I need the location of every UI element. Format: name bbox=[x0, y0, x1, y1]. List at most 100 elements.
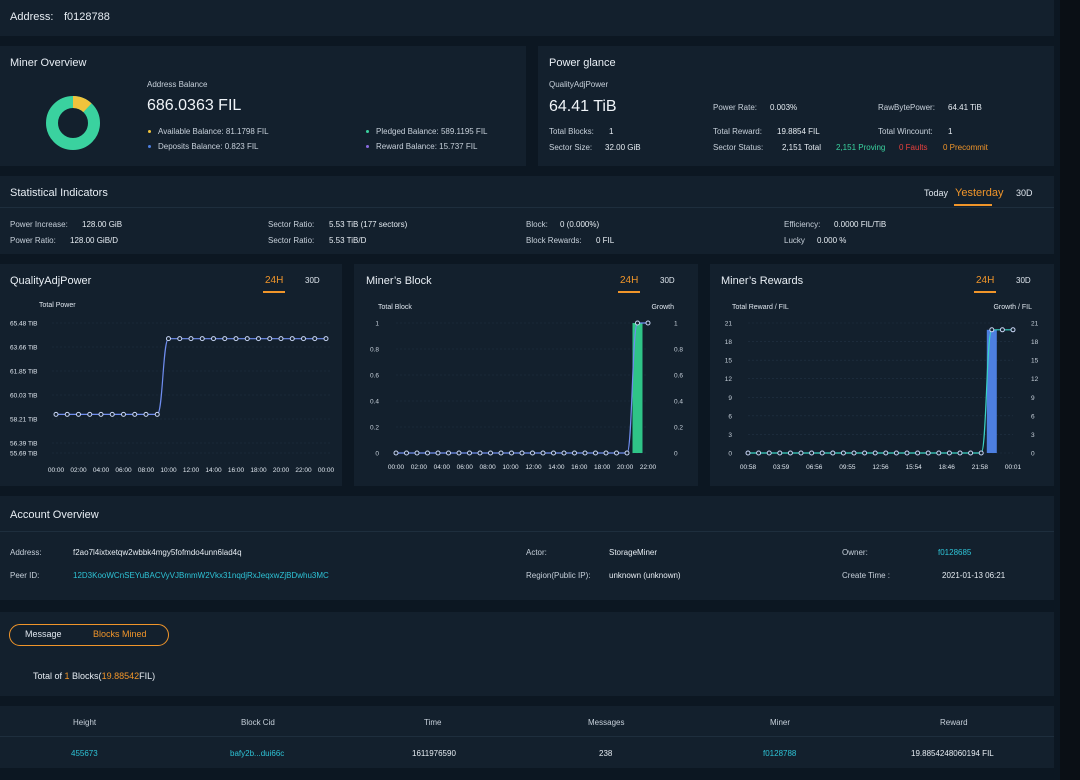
col-height: Height bbox=[73, 718, 97, 727]
data-point bbox=[393, 450, 399, 456]
data-point bbox=[819, 450, 825, 456]
address-value: f0128788 bbox=[64, 11, 110, 23]
data-point bbox=[425, 450, 430, 456]
power-increase-label: Power Increase: bbox=[10, 220, 68, 229]
tab-message[interactable]: Message bbox=[25, 629, 62, 639]
data-point bbox=[477, 450, 483, 456]
x-tick-label: 08:00 bbox=[479, 464, 496, 471]
data-point bbox=[978, 450, 984, 456]
data-point bbox=[830, 450, 836, 456]
tab-blocks-mined[interactable]: Blocks Mined bbox=[93, 629, 147, 639]
peer-id-link[interactable]: 12D3KooWCnSEYuBACVyVJBmmW2Vkx31nqdjRxJeq… bbox=[73, 571, 329, 580]
x-tick-label: 09:55 bbox=[839, 464, 856, 471]
data-point bbox=[177, 336, 183, 342]
x-tick-label: 02:00 bbox=[70, 467, 87, 474]
blocks-table: Height Block Cid Time Messages Miner Rew… bbox=[0, 706, 1054, 768]
data-point bbox=[766, 450, 772, 456]
balance-label: Address Balance bbox=[147, 80, 208, 89]
raw-power-label: RawBytePower: bbox=[878, 103, 935, 112]
data-point bbox=[404, 450, 409, 456]
data-point bbox=[244, 336, 250, 342]
block-tab-24h[interactable]: 24H bbox=[620, 275, 639, 286]
stats-title: Statistical Indicators bbox=[10, 187, 108, 199]
y-tick-label: 21 bbox=[725, 321, 733, 328]
table-divider bbox=[0, 736, 1054, 737]
col-miner: Miner bbox=[770, 718, 791, 727]
total-blocks-value: 1 bbox=[609, 127, 614, 136]
pledged-dot bbox=[366, 130, 369, 133]
y-tick-label: 0.6 bbox=[370, 373, 379, 380]
x-tick-label: 00:58 bbox=[740, 464, 757, 471]
rewards-tab-24h-underline bbox=[974, 291, 996, 293]
y2-tick-label: 12 bbox=[1031, 376, 1039, 383]
miner-overview-title: Miner Overview bbox=[10, 57, 87, 69]
x-tick-label: 10:00 bbox=[502, 464, 519, 471]
data-point bbox=[936, 450, 942, 456]
qap-label: QualityAdjPower bbox=[549, 80, 609, 89]
data-point bbox=[883, 450, 889, 456]
y2-tick-label: 3 bbox=[1031, 432, 1035, 439]
data-point bbox=[211, 336, 216, 342]
data-point bbox=[154, 411, 160, 417]
rewards-tab-30d[interactable]: 30D bbox=[1016, 276, 1031, 285]
tab-yesterday[interactable]: Yesterday bbox=[955, 187, 1004, 199]
efficiency-label: Efficiency: bbox=[784, 220, 821, 229]
raw-power-value: 64.41 TiB bbox=[948, 103, 982, 112]
wincount-label: Total Wincount: bbox=[878, 127, 933, 136]
owner-link[interactable]: f0128685 bbox=[938, 548, 972, 557]
row-block-cid-link[interactable]: bafy2b...dui66c bbox=[230, 749, 285, 758]
data-point bbox=[745, 450, 751, 456]
blocks-tab-group bbox=[9, 624, 169, 646]
y2-tick-label: 1 bbox=[674, 321, 678, 328]
y-tick-label: 65.48 TiB bbox=[10, 321, 37, 328]
y2-tick-label: 0 bbox=[674, 451, 678, 458]
data-point bbox=[456, 450, 462, 456]
total-count: 1 bbox=[64, 671, 70, 681]
data-point bbox=[787, 450, 793, 456]
data-point bbox=[143, 411, 149, 417]
y2-tick-label: 0 bbox=[1031, 451, 1035, 458]
tab-today[interactable]: Today bbox=[924, 188, 949, 198]
data-point bbox=[109, 411, 115, 417]
block-label: Block: bbox=[526, 220, 548, 229]
y-tick-label: 63.66 TiB bbox=[10, 345, 37, 352]
reward-dot bbox=[366, 145, 369, 148]
y2-tick-label: 0.8 bbox=[674, 347, 683, 354]
lucky-value: 0.000 % bbox=[817, 236, 847, 245]
qap-tab-30d[interactable]: 30D bbox=[305, 276, 320, 285]
rewards-tab-24h[interactable]: 24H bbox=[976, 275, 995, 286]
power-ratio-value: 128.00 GiB/D bbox=[70, 236, 119, 245]
data-point bbox=[435, 450, 441, 456]
x-tick-label: 08:00 bbox=[138, 467, 155, 474]
sector-size-label: Sector Size: bbox=[549, 143, 593, 152]
efficiency-value: 0.0000 FIL/TiB bbox=[834, 220, 887, 229]
qap-chart: Total Power 65.48 TiB 63.66 TiB 61.85 TiB 60… bbox=[10, 302, 335, 474]
x-tick-label: 20:00 bbox=[273, 467, 290, 474]
sector-proving: 2,151 Proving bbox=[836, 143, 886, 152]
total-suffix: FIL) bbox=[139, 671, 156, 681]
data-point bbox=[98, 411, 104, 417]
donut-available-segment bbox=[46, 96, 100, 150]
row-miner-link[interactable]: f0128788 bbox=[763, 749, 797, 758]
data-point bbox=[488, 450, 493, 456]
balance-value: 686.0363 FIL bbox=[147, 97, 242, 114]
block-rewards-label: Block Rewards: bbox=[526, 236, 582, 245]
x-tick-label: 22:00 bbox=[640, 464, 657, 471]
row-height-link[interactable]: 455673 bbox=[71, 749, 98, 758]
total-mid: Blocks( bbox=[69, 671, 102, 681]
qap-tab-24h[interactable]: 24H bbox=[265, 275, 284, 286]
tab-30d[interactable]: 30D bbox=[1016, 188, 1033, 198]
y-axis-label: Total Power bbox=[39, 302, 76, 309]
x-tick-label: 10:00 bbox=[160, 467, 177, 474]
block-tab-30d[interactable]: 30D bbox=[660, 276, 675, 285]
y-axis-label: Total Block bbox=[378, 304, 412, 311]
data-point bbox=[530, 450, 535, 456]
block-chart-panel: Miner’s Block 24H 30D Total Block Growth 1… bbox=[354, 264, 698, 486]
data-point bbox=[925, 450, 931, 456]
x-tick-label: 12:56 bbox=[872, 464, 889, 471]
sector-precommit: 0 Precommit bbox=[943, 143, 988, 152]
x-tick-label: 16:00 bbox=[571, 464, 588, 471]
total-reward-value: 19.8854 FIL bbox=[777, 127, 820, 136]
x-tick-label: 02:00 bbox=[411, 464, 428, 471]
data-point bbox=[289, 336, 295, 342]
